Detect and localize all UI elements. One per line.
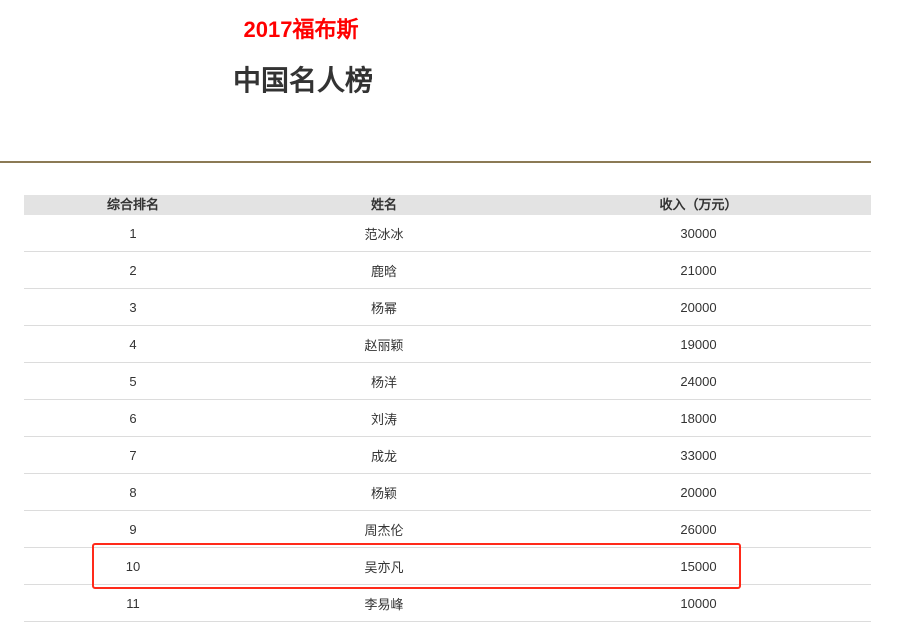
income-cell: 10000	[526, 584, 871, 622]
rank-cell: 1	[24, 215, 242, 252]
income-cell: 30000	[526, 215, 871, 252]
rank-cell: 11	[24, 584, 242, 622]
income-cell: 26000	[526, 510, 871, 548]
name-cell: 杨幂	[242, 288, 526, 326]
income-cell: 18000	[526, 399, 871, 437]
income-cell: 24000	[526, 362, 871, 400]
table-row: 5 杨洋 24000	[24, 362, 871, 400]
income-cell: 33000	[526, 436, 871, 474]
income-cell: 15000	[526, 547, 871, 585]
rank-cell: 3	[24, 288, 242, 326]
name-cell: 赵丽颖	[242, 325, 526, 363]
column-header-name: 姓名	[242, 195, 526, 215]
divider	[0, 161, 871, 163]
table-row: 9 周杰伦 26000	[24, 510, 871, 548]
rank-cell: 4	[24, 325, 242, 363]
table-row: 2 鹿晗 21000	[24, 251, 871, 289]
table-row: 10 吴亦凡 15000	[24, 547, 871, 585]
name-cell: 刘涛	[242, 399, 526, 437]
income-cell: 20000	[526, 288, 871, 326]
table-row: 6 刘涛 18000	[24, 399, 871, 437]
table-row: 4 赵丽颖 19000	[24, 325, 871, 363]
column-header-rank: 综合排名	[24, 195, 242, 215]
rank-cell: 6	[24, 399, 242, 437]
table-row: 7 成龙 33000	[24, 436, 871, 474]
table-row: 1 范冰冰 30000	[24, 215, 871, 252]
table-header-row: 综合排名 姓名 收入（万元）	[24, 195, 871, 215]
rank-cell: 2	[24, 251, 242, 289]
name-cell: 杨洋	[242, 362, 526, 400]
income-cell: 19000	[526, 325, 871, 363]
rank-cell: 7	[24, 436, 242, 474]
rank-cell: 9	[24, 510, 242, 548]
table-row: 11 李易峰 10000	[24, 584, 871, 622]
name-cell: 吴亦凡	[242, 547, 526, 585]
table-row: 8 杨颖 20000	[24, 473, 871, 511]
subtitle: 2017福布斯	[243, 17, 359, 42]
name-cell: 李易峰	[242, 584, 526, 622]
column-header-income: 收入（万元）	[526, 195, 871, 215]
name-cell: 周杰伦	[242, 510, 526, 548]
rank-cell: 5	[24, 362, 242, 400]
page-title: 中国名人榜	[232, 65, 373, 96]
name-cell: 鹿晗	[242, 251, 526, 289]
rank-cell: 10	[24, 547, 242, 585]
ranking-table: 综合排名 姓名 收入（万元） 1 范冰冰 30000 2 鹿晗 21000 3 杨幂 20000…	[24, 195, 871, 622]
name-cell: 杨颖	[242, 473, 526, 511]
name-cell: 范冰冰	[242, 215, 526, 252]
table-row: 3 杨幂 20000	[24, 288, 871, 326]
income-cell: 21000	[526, 251, 871, 289]
income-cell: 20000	[526, 473, 871, 511]
name-cell: 成龙	[242, 436, 526, 474]
rank-cell: 8	[24, 473, 242, 511]
